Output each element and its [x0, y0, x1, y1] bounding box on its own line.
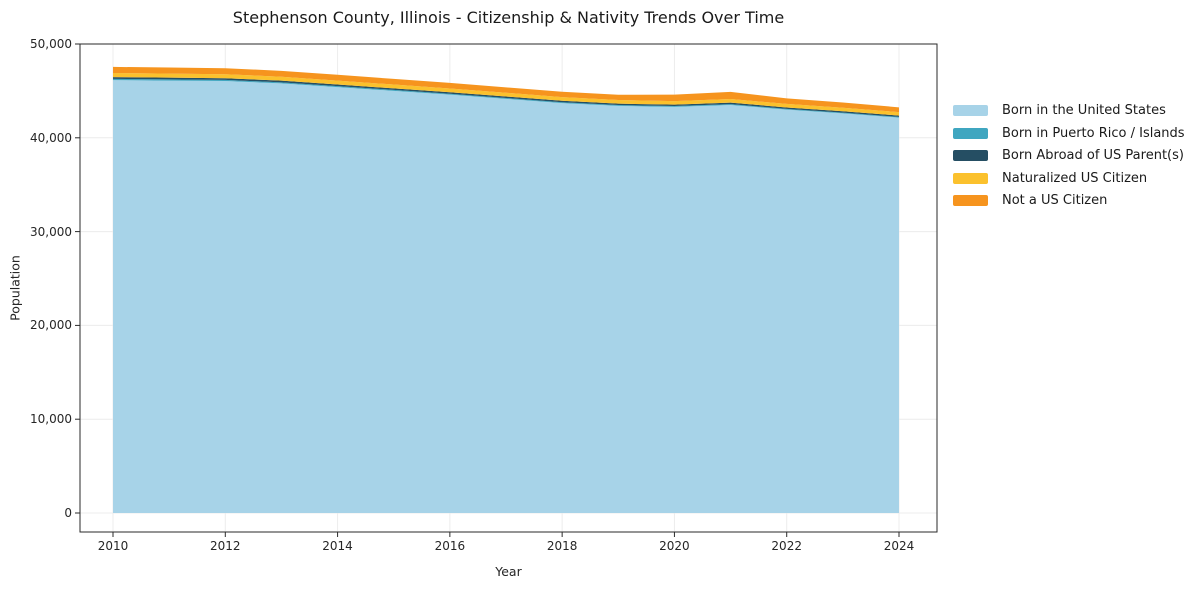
legend-item-born-in-puerto-rico-islands: Born in Puerto Rico / Islands	[953, 127, 1185, 140]
legend-label: Born in the United States	[1002, 103, 1166, 118]
y-tick-label: 10,000	[30, 412, 72, 427]
area-series-not-a-us-citizen	[113, 66, 899, 113]
y-tick-label: 0	[64, 506, 72, 520]
area-series-born-in-the-united-states	[113, 80, 899, 514]
y-axis-label: Population	[7, 255, 23, 321]
x-tick-label: 2012	[210, 539, 241, 553]
legend-swatch-naturalized-us-citizen	[953, 172, 988, 184]
tick-marks	[75, 43, 900, 537]
legend-label: Not a US Citizen	[1002, 193, 1108, 209]
area-series-naturalized-us-citizen	[113, 72, 899, 116]
legend: Born in the United States Born in Puerto …	[953, 104, 1185, 217]
legend-swatch-born-in-puerto-rico-islands	[953, 127, 988, 139]
legend-label: Born Abroad of US Parent(s)	[1002, 148, 1184, 164]
legend-item-born-abroad-of-us-parent-s: Born Abroad of US Parent(s)	[953, 149, 1185, 162]
area-series-born-in-puerto-rico-islands	[113, 78, 899, 118]
y-tick-label: 40,000	[30, 130, 72, 145]
x-tick-label: 2022	[771, 539, 802, 553]
x-tick-label: 2020	[659, 539, 690, 553]
legend-swatch-not-a-us-citizen	[953, 195, 988, 207]
axis-frame	[79, 43, 938, 533]
y-tick-label: 30,000	[30, 224, 72, 239]
chart-title: Stephenson County, Illinois - Citizenshi…	[232, 8, 785, 27]
legend-label: Born in Puerto Rico / Islands	[1002, 125, 1185, 141]
x-tick-label: 2016	[434, 539, 466, 553]
x-axis-label: Year	[495, 564, 522, 579]
area-series-born-abroad-of-us-parent-s	[113, 77, 899, 117]
legend-item-naturalized-us-citizen: Naturalized US Citizen	[953, 172, 1185, 185]
legend-swatch-born-abroad-of-us-parent-s	[953, 150, 988, 162]
legend-label: Naturalized US Citizen	[1002, 170, 1148, 186]
y-tick-label: 20,000	[30, 318, 72, 333]
x-tick-label: 2014	[322, 539, 353, 553]
y-tick-label: 50,000	[30, 37, 72, 51]
x-tick-label: 2018	[546, 539, 578, 553]
legend-swatch-born-in-the-united-states	[953, 105, 988, 116]
x-tick-label: 2010	[97, 539, 129, 553]
legend-item-not-a-us-citizen: Not a US Citizen	[953, 194, 1185, 207]
legend-item-born-in-the-united-states: Born in the United States	[953, 104, 1185, 117]
x-tick-label: 2024	[883, 539, 915, 553]
